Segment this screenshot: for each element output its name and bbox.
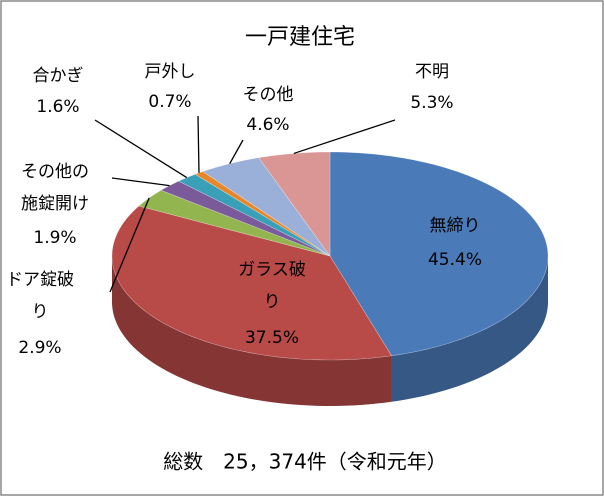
category-label: 戸外し [145, 62, 196, 82]
leader-line [293, 119, 396, 155]
label-line: 戸外し [145, 62, 196, 82]
slice-side [112, 256, 392, 406]
label-line: 合かぎ [33, 66, 84, 86]
slice [258, 151, 331, 257]
leader-line [229, 139, 244, 164]
label-line: その他 [243, 85, 294, 105]
leader-line [197, 115, 200, 173]
label-line: ガラス破 [238, 260, 306, 280]
category-label: 不明 [415, 62, 449, 82]
label-line: その他の [21, 162, 89, 182]
value-label: 37.5% [245, 328, 299, 348]
leader-line [94, 119, 188, 179]
category-label: その他の施錠開け [21, 162, 89, 214]
category-label: 合かぎ [33, 66, 84, 86]
value-label: 4.6% [246, 115, 289, 135]
label-line: 不明 [415, 62, 449, 82]
value-label: 1.9% [33, 228, 76, 248]
chart-subtitle: 総数 25，374件（令和元年） [163, 450, 447, 474]
label-line: り [32, 302, 49, 322]
label-line: 無締り [430, 216, 481, 236]
slice [202, 157, 331, 257]
slice-side [391, 256, 548, 402]
label-line: り [264, 292, 281, 312]
leader-line [111, 177, 170, 187]
category-label: ドア錠破り [6, 270, 74, 322]
slice [111, 205, 393, 361]
value-label: 45.4% [428, 250, 482, 270]
value-label: 0.7% [148, 92, 191, 112]
label-line: 施錠開け [21, 194, 89, 214]
category-label: 無締り [430, 216, 481, 236]
label-line: ドア錠破 [6, 270, 74, 290]
category-label: ガラス破り [238, 260, 306, 312]
category-label: その他 [243, 85, 294, 105]
value-label: 5.3% [410, 93, 453, 113]
chart-title: 一戸建住宅 [245, 25, 355, 50]
value-label: 2.9% [18, 338, 61, 358]
value-label: 1.6% [36, 97, 79, 117]
slice [329, 151, 549, 357]
leader-line [109, 197, 150, 293]
